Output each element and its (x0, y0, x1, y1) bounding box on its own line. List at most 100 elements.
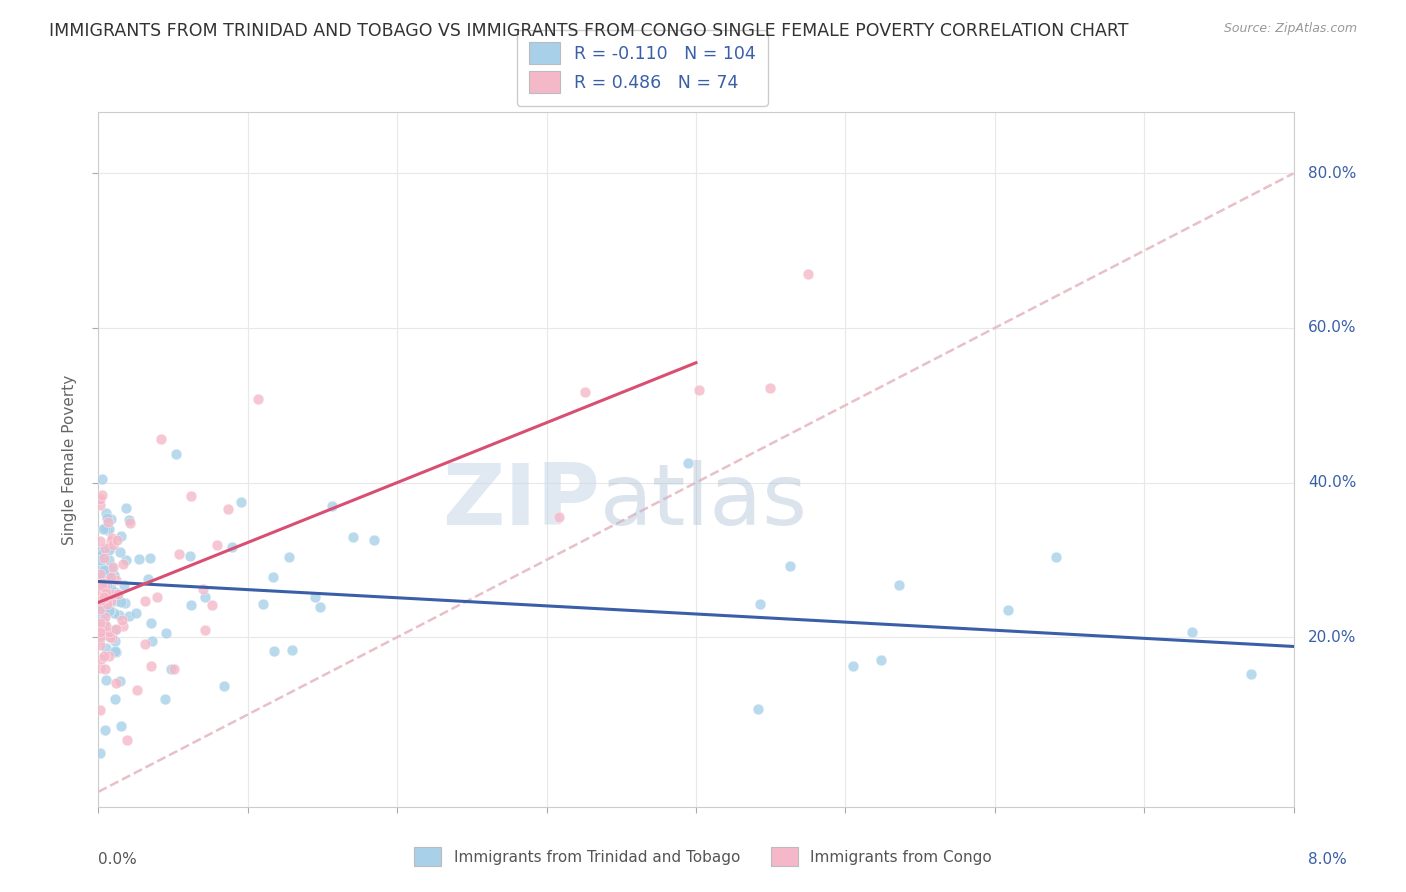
Point (842, 659, 865, 673)
Point (1239, 666, 1261, 681)
Point (93, 550, 115, 565)
Point (98, 542, 121, 557)
Point (89, 549, 111, 563)
Legend: R = -0.110   N = 104, R = 0.486   N = 74: R = -0.110 N = 104, R = 0.486 N = 74 (516, 29, 768, 105)
Point (97, 648, 120, 663)
Point (252, 597, 274, 611)
Point (139, 615, 162, 630)
Point (747, 702, 769, 716)
Point (89, 553, 111, 567)
Point (180, 598, 202, 612)
Point (100, 586, 122, 600)
Point (104, 645, 127, 659)
Point (118, 513, 141, 527)
Point (94, 619, 117, 633)
Point (93, 616, 115, 631)
Point (887, 578, 910, 592)
Point (165, 447, 187, 461)
Point (89, 498, 111, 512)
Text: 8.0%: 8.0% (1308, 853, 1347, 868)
Point (89, 601, 111, 615)
Point (89, 625, 111, 640)
Text: 20.0%: 20.0% (1308, 630, 1357, 645)
Point (96, 591, 118, 606)
Text: IMMIGRANTS FROM TRINIDAD AND TOBAGO VS IMMIGRANTS FROM CONGO SINGLE FEMALE POVER: IMMIGRANTS FROM TRINIDAD AND TOBAGO VS I… (49, 22, 1129, 40)
Text: 40.0%: 40.0% (1308, 475, 1357, 490)
Point (997, 602, 1019, 616)
Point (110, 529, 132, 543)
Point (93, 563, 115, 577)
Point (89, 613, 111, 627)
Point (94, 673, 117, 687)
Point (321, 500, 343, 514)
Point (93, 566, 115, 581)
Point (90, 472, 112, 486)
Point (363, 533, 385, 547)
Point (104, 692, 127, 706)
Point (94, 587, 117, 601)
Point (104, 585, 127, 599)
Point (96, 641, 118, 656)
Point (111, 619, 134, 633)
Point (91, 628, 114, 642)
Point (160, 662, 183, 676)
Point (229, 495, 252, 509)
Point (93, 591, 115, 606)
Point (104, 623, 127, 637)
Point (105, 586, 128, 600)
Point (105, 675, 128, 690)
Point (139, 659, 162, 673)
Point (146, 590, 169, 604)
Point (110, 719, 132, 733)
Point (89, 604, 111, 618)
Point (779, 559, 801, 574)
Point (96, 578, 118, 592)
Point (100, 593, 122, 607)
Point (104, 622, 127, 636)
Point (179, 549, 201, 563)
Point (100, 582, 122, 596)
Point (108, 673, 131, 688)
Point (118, 516, 141, 530)
Point (115, 553, 138, 567)
Point (89, 544, 111, 558)
Y-axis label: Single Female Poverty: Single Female Poverty (62, 375, 77, 544)
Point (98, 553, 121, 567)
Point (212, 679, 235, 693)
Point (94, 506, 117, 520)
Point (94, 541, 117, 556)
Point (749, 598, 772, 612)
Point (759, 381, 782, 395)
Text: 80.0%: 80.0% (1308, 166, 1357, 181)
Point (90, 575, 112, 590)
Point (112, 557, 135, 571)
Point (162, 662, 184, 676)
Point (342, 530, 364, 544)
Point (89, 632, 111, 646)
Point (98, 630, 121, 644)
Point (90, 593, 112, 607)
Point (100, 512, 122, 526)
Point (89, 619, 111, 633)
Point (89, 491, 111, 506)
Point (115, 733, 138, 747)
Point (98, 540, 121, 554)
Point (105, 594, 128, 608)
Point (101, 531, 124, 545)
Point (101, 538, 124, 552)
Point (134, 594, 156, 608)
Point (797, 268, 820, 282)
Point (97, 567, 120, 582)
Point (117, 609, 139, 624)
Point (217, 502, 239, 516)
Point (98, 603, 121, 617)
Point (263, 644, 285, 658)
Point (309, 600, 332, 615)
Point (221, 541, 243, 555)
Point (93, 590, 115, 604)
Point (94, 662, 117, 676)
Point (94, 723, 117, 738)
Point (150, 433, 173, 447)
Point (96, 597, 118, 611)
Point (281, 643, 304, 657)
